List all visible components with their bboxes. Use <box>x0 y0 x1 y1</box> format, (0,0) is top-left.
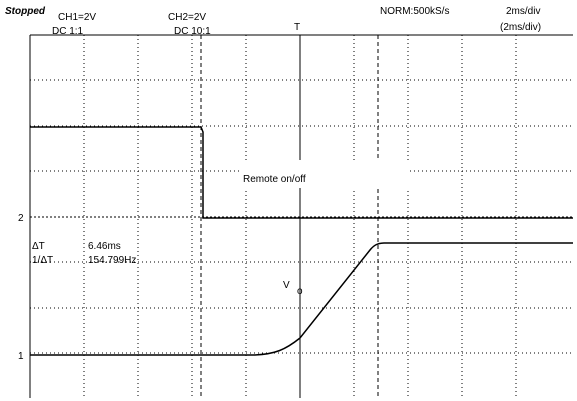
ch2-trace <box>30 126 573 219</box>
ch1-scale: CH1=2V <box>58 12 96 23</box>
dt-value: 6.46ms <box>88 241 121 252</box>
ch1-coupling: DC 1:1 <box>52 26 84 37</box>
grid <box>29 34 573 398</box>
dt-label: ΔT <box>32 241 45 252</box>
status: Stopped <box>5 6 46 17</box>
timebase: 2ms/div <box>506 6 540 17</box>
inv-dt-label: 1/ΔT <box>32 255 53 266</box>
trigger-marker: T <box>294 22 300 33</box>
vo-annotation: V <box>283 280 290 291</box>
acquisition: NORM:500kS/s <box>380 6 449 17</box>
remote-annotation: Remote on/off <box>243 174 306 185</box>
timebase-zoom: (2ms/div) <box>500 22 541 33</box>
ch2-coupling: DC 10:1 <box>174 26 211 37</box>
label-bg <box>240 160 410 188</box>
ch2-marker: 2 <box>18 213 24 224</box>
inv-dt-value: 154.799Hz <box>88 255 136 266</box>
ch1-marker: 1 <box>18 351 24 362</box>
ch2-scale: CH2=2V <box>168 12 206 23</box>
ch1-trace <box>30 242 573 356</box>
vo-subscript: o <box>297 286 303 297</box>
